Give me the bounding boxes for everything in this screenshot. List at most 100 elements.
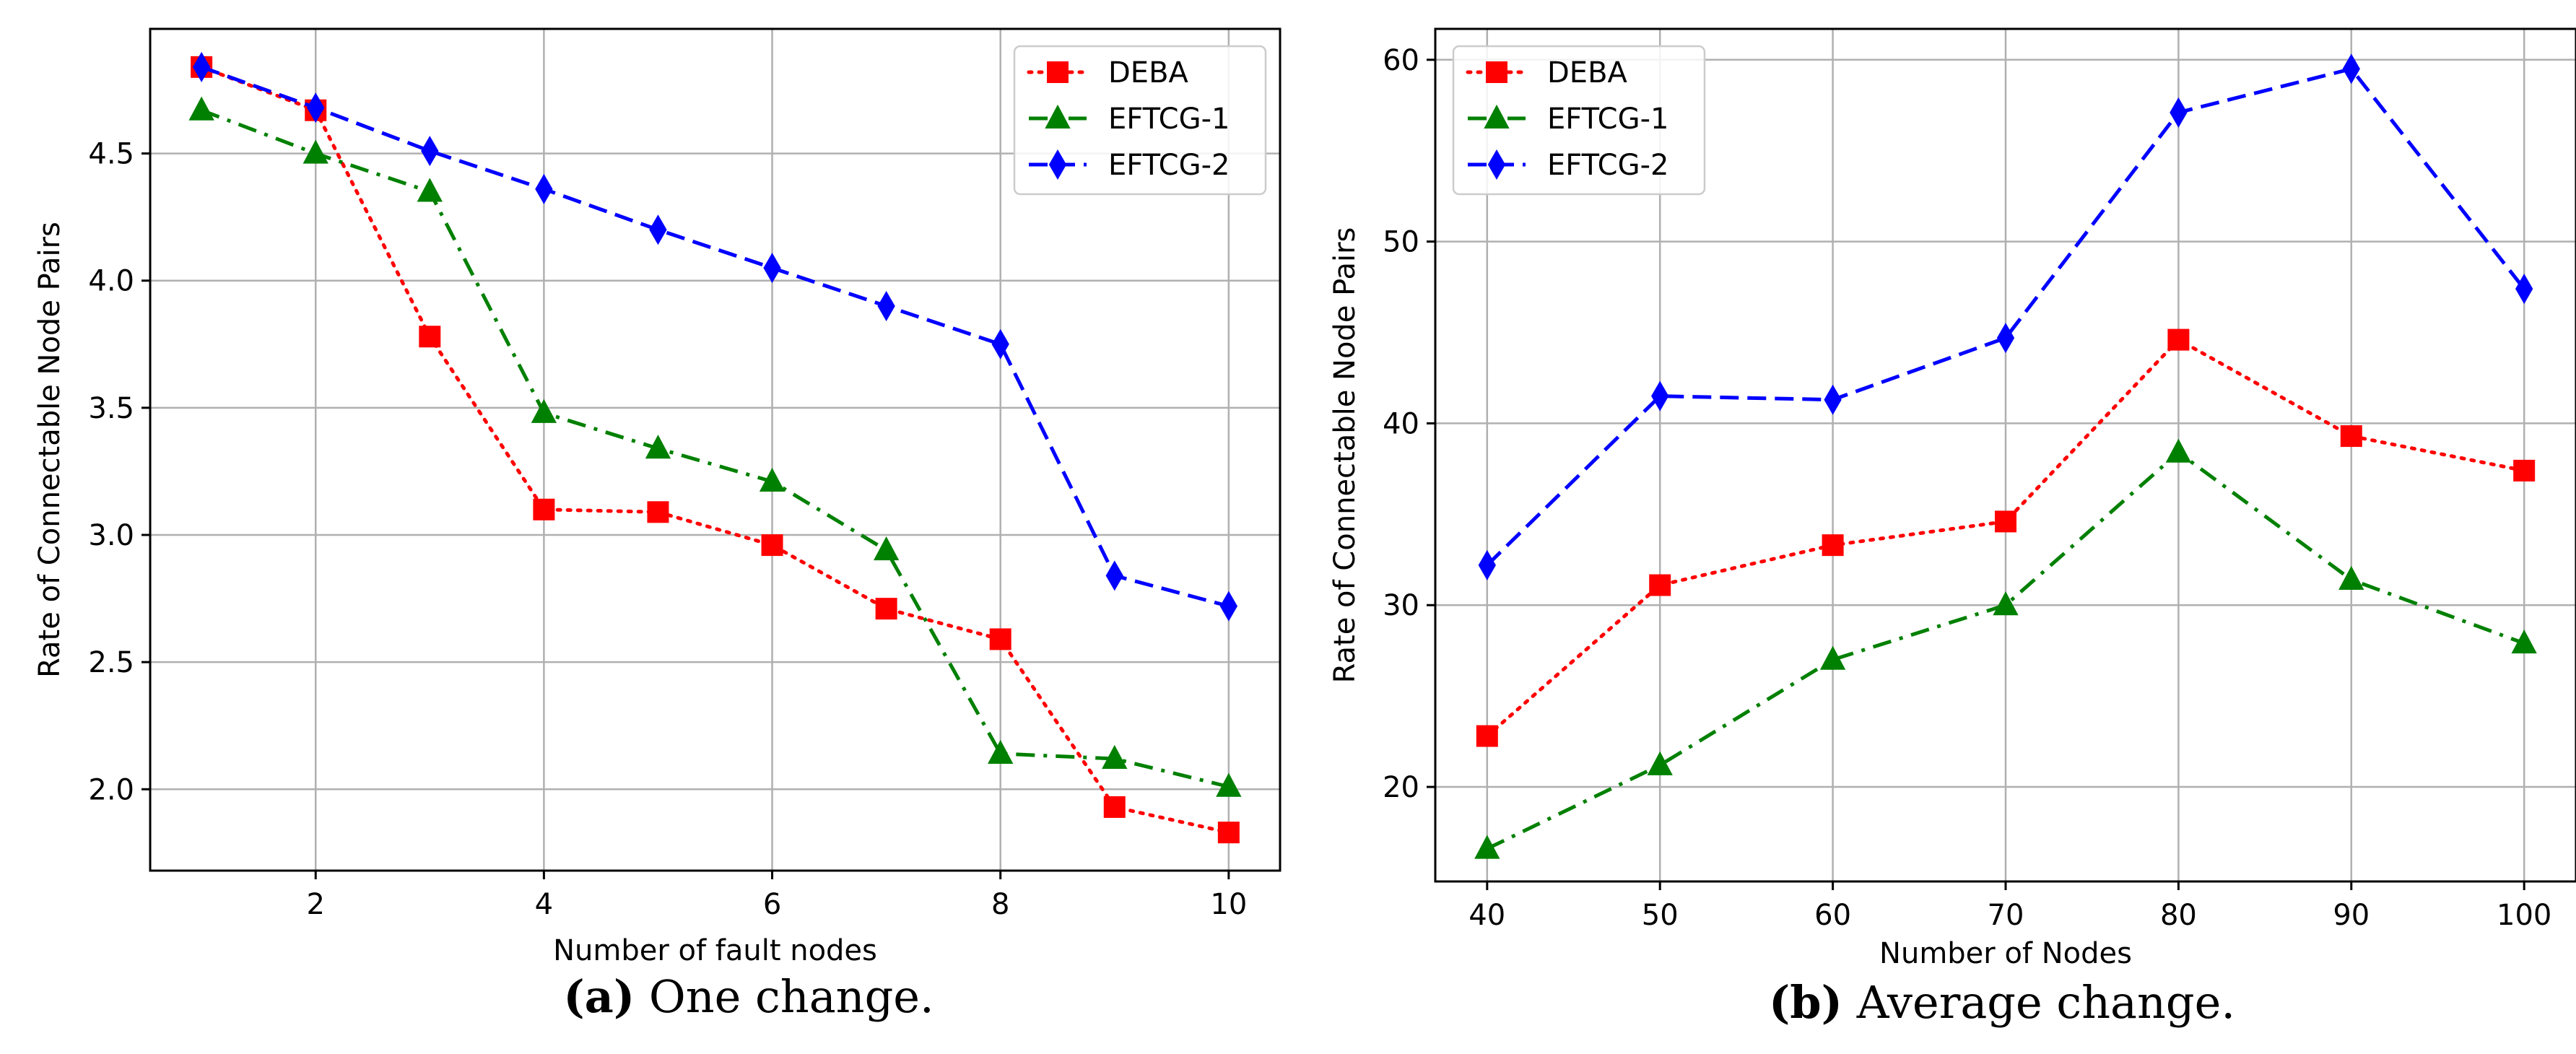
data-point bbox=[2170, 97, 2188, 128]
data-point bbox=[647, 501, 669, 523]
caption-text: One change. bbox=[649, 970, 934, 1023]
series-eftcg-2 bbox=[1478, 53, 2533, 580]
legend-marker bbox=[1484, 104, 1510, 129]
y-tick-label: 30 bbox=[1383, 589, 1419, 622]
data-point bbox=[307, 92, 325, 123]
legend-item: DEBA bbox=[1466, 56, 1628, 90]
data-point bbox=[2511, 630, 2537, 654]
x-axis-label: Number of Nodes bbox=[1879, 937, 2132, 970]
data-point bbox=[1103, 796, 1126, 818]
caption-a: (a) One change. bbox=[563, 970, 934, 1023]
legend-label: EFTCG-1 bbox=[1547, 103, 1668, 136]
caption-label: (b) bbox=[1769, 976, 1842, 1029]
data-point bbox=[1822, 534, 1844, 557]
data-point bbox=[531, 398, 557, 423]
y-tick-label: 4.0 bbox=[88, 265, 134, 298]
data-point bbox=[875, 598, 897, 620]
data-point bbox=[1217, 822, 1240, 844]
y-tick-label: 50 bbox=[1383, 226, 1419, 259]
y-tick-label: 40 bbox=[1383, 407, 1419, 440]
data-point bbox=[2513, 459, 2536, 482]
series-deba bbox=[1476, 328, 2536, 747]
data-point bbox=[2342, 53, 2360, 84]
data-point bbox=[1478, 549, 1496, 580]
y-tick-label: 4.5 bbox=[88, 138, 134, 171]
data-point bbox=[873, 536, 900, 561]
x-tick-label: 8 bbox=[991, 888, 1009, 921]
data-point bbox=[988, 739, 1014, 764]
data-point bbox=[1474, 835, 1500, 859]
chart-b-grid bbox=[1435, 29, 2576, 881]
data-point bbox=[419, 326, 441, 348]
data-point bbox=[188, 96, 214, 121]
y-tick-label: 3.0 bbox=[88, 519, 134, 552]
caption-b: (b) Average change. bbox=[1769, 976, 2235, 1029]
data-point bbox=[1476, 725, 1498, 747]
data-point bbox=[417, 178, 443, 202]
data-point bbox=[535, 173, 553, 204]
data-point bbox=[2165, 438, 2192, 463]
x-tick-label: 6 bbox=[763, 888, 781, 921]
y-axis-label: Rate of Connectable Node Pairs bbox=[33, 222, 66, 678]
series-eftcg-1 bbox=[188, 96, 1242, 797]
data-point bbox=[1993, 591, 2019, 616]
chart-a-legend: DEBA EFTCG-1 EFTCG-2 bbox=[1013, 45, 1267, 196]
data-point bbox=[645, 435, 671, 459]
legend-item: DEBA bbox=[1027, 56, 1189, 90]
y-tick-label: 20 bbox=[1383, 771, 1419, 804]
data-point bbox=[1216, 772, 1242, 797]
data-point bbox=[533, 498, 555, 521]
data-point bbox=[1651, 380, 1669, 411]
y-tick-label: 2.0 bbox=[88, 773, 134, 806]
legend-marker bbox=[1486, 61, 1507, 83]
y-tick-label: 60 bbox=[1383, 44, 1419, 77]
legend-label: EFTCG-1 bbox=[1108, 103, 1230, 136]
data-point bbox=[1647, 751, 1673, 775]
series-line-eftcg-1 bbox=[201, 108, 1230, 789]
x-tick-label: 40 bbox=[1468, 899, 1505, 932]
legend-item: EFTCG-1 bbox=[1468, 103, 1668, 136]
data-point bbox=[1649, 574, 1671, 596]
data-point bbox=[303, 139, 328, 164]
data-point bbox=[1102, 744, 1128, 770]
x-tick-label: 80 bbox=[2160, 899, 2197, 932]
data-point bbox=[989, 628, 1011, 650]
data-point bbox=[2167, 328, 2190, 351]
x-tick-label: 10 bbox=[1210, 888, 1247, 921]
series-eftcg-2 bbox=[192, 51, 1238, 622]
chart-b-legend: DEBA EFTCG-1 EFTCG-2 bbox=[1452, 45, 1706, 196]
x-axis-label: Number of fault nodes bbox=[553, 934, 877, 967]
legend-item: EFTCG-2 bbox=[1029, 149, 1230, 182]
data-point bbox=[649, 214, 667, 245]
chart-a: 2 4 6 8 10 2.0 2.5 3.0 3.5 4.0 4.5 Number of fault … bbox=[33, 27, 1282, 1023]
x-tick-label: 90 bbox=[2333, 899, 2370, 932]
data-point bbox=[1819, 645, 1846, 670]
legend-label: DEBA bbox=[1108, 56, 1189, 90]
data-point bbox=[759, 467, 786, 492]
data-point bbox=[2338, 565, 2364, 590]
data-point bbox=[1824, 384, 1842, 415]
x-tick-label: 50 bbox=[1642, 899, 1679, 932]
legend-marker bbox=[1045, 104, 1071, 129]
legend-marker bbox=[1487, 149, 1506, 180]
legend-marker bbox=[1047, 61, 1069, 83]
data-point bbox=[192, 51, 211, 82]
chart-b: 40 50 60 70 80 90 100 20 30 40 50 60 Number of Nodes… bbox=[1328, 27, 2576, 1029]
caption-label: (a) bbox=[563, 970, 635, 1023]
legend-box bbox=[1452, 45, 1706, 196]
y-tick-label: 3.5 bbox=[88, 392, 134, 425]
legend-marker bbox=[1048, 149, 1067, 180]
y-tick-label: 2.5 bbox=[88, 646, 134, 679]
legend-label: DEBA bbox=[1547, 56, 1628, 90]
x-tick-label: 2 bbox=[306, 888, 324, 921]
legend-item: EFTCG-2 bbox=[1468, 149, 1668, 182]
data-point bbox=[761, 534, 783, 557]
x-tick-label: 60 bbox=[1814, 899, 1851, 932]
legend-box bbox=[1013, 45, 1267, 196]
chart-a-axes-frame bbox=[149, 27, 1282, 872]
data-point bbox=[2340, 425, 2362, 448]
caption-text: Average change. bbox=[1856, 976, 2235, 1029]
legend-item: EFTCG-1 bbox=[1029, 103, 1230, 136]
data-point bbox=[877, 290, 895, 321]
